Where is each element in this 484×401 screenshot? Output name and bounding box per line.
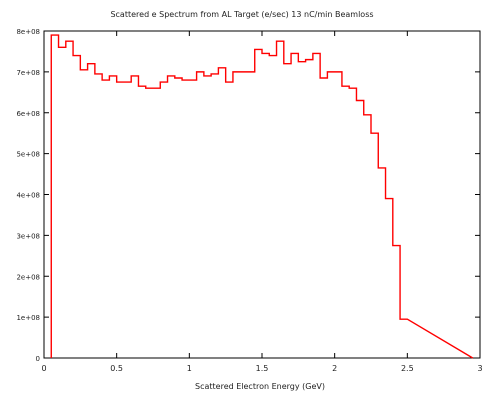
x-tick-label: 0 <box>41 364 46 373</box>
x-axis-label: Scattered Electron Energy (GeV) <box>195 382 325 391</box>
x-tick-label: 2.5 <box>401 364 414 373</box>
x-tick-label: 2 <box>332 364 337 373</box>
y-tick-label: 6e+08 <box>16 110 40 118</box>
y-tick-label: 7e+08 <box>16 69 40 77</box>
y-tick-label: 4e+08 <box>16 192 40 200</box>
chart-title: Scattered e Spectrum from AL Target (e/s… <box>110 10 373 19</box>
y-tick-label: 0 <box>36 355 40 363</box>
y-tick-label: 8e+08 <box>16 28 40 36</box>
axes-layer: 0 0.5 1 1.5 2 2.5 3 0 1e+08 2e+08 3e+08 4e+08 5e+08 6… <box>16 28 482 373</box>
x-tick-label: 0.5 <box>110 364 123 373</box>
y-tick-label: 1e+08 <box>16 314 40 322</box>
y-tick-label: 3e+08 <box>16 232 40 240</box>
y-tick-label: 2e+08 <box>16 273 40 281</box>
y-tick-label: 5e+08 <box>16 151 40 159</box>
histogram-series-line <box>50 34 474 359</box>
plot-layer <box>50 34 474 359</box>
x-tick-label: 1 <box>187 364 192 373</box>
x-tick-label: 3 <box>477 364 482 373</box>
x-tick-label: 1.5 <box>256 364 269 373</box>
